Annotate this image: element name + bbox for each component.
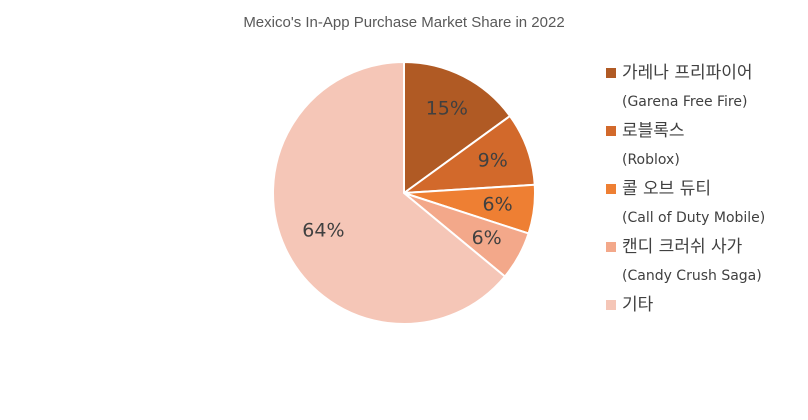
- data-label: 6%: [472, 227, 502, 249]
- legend-label: (Call of Duty Mobile): [622, 210, 765, 226]
- pie-slice: [403, 60, 512, 195]
- legend-label: 콜 오브 듀티: [622, 179, 711, 199]
- data-label: 9%: [478, 150, 508, 172]
- legend-label: 기타: [622, 295, 654, 315]
- data-label: 6%: [482, 193, 512, 215]
- pie-slice: [272, 60, 507, 325]
- legend-label: 로블록스: [622, 121, 685, 141]
- legend-marker: [606, 300, 616, 310]
- legend-label: (Garena Free Fire): [622, 94, 747, 110]
- legend-marker: [606, 68, 616, 78]
- legend-marker: [606, 126, 616, 136]
- legend-label: (Candy Crush Saga): [622, 268, 762, 284]
- legend-label: 캔디 크러쉬 사가: [622, 237, 743, 257]
- chart-title: Mexico's In-App Purchase Market Share in…: [243, 14, 564, 31]
- legend-marker: [606, 242, 616, 252]
- legend-label: 가레나 프리파이어: [622, 63, 753, 83]
- data-label: 64%: [302, 219, 344, 241]
- legend-marker: [606, 184, 616, 194]
- legend-label: (Roblox): [622, 152, 680, 168]
- data-label: 15%: [426, 97, 468, 119]
